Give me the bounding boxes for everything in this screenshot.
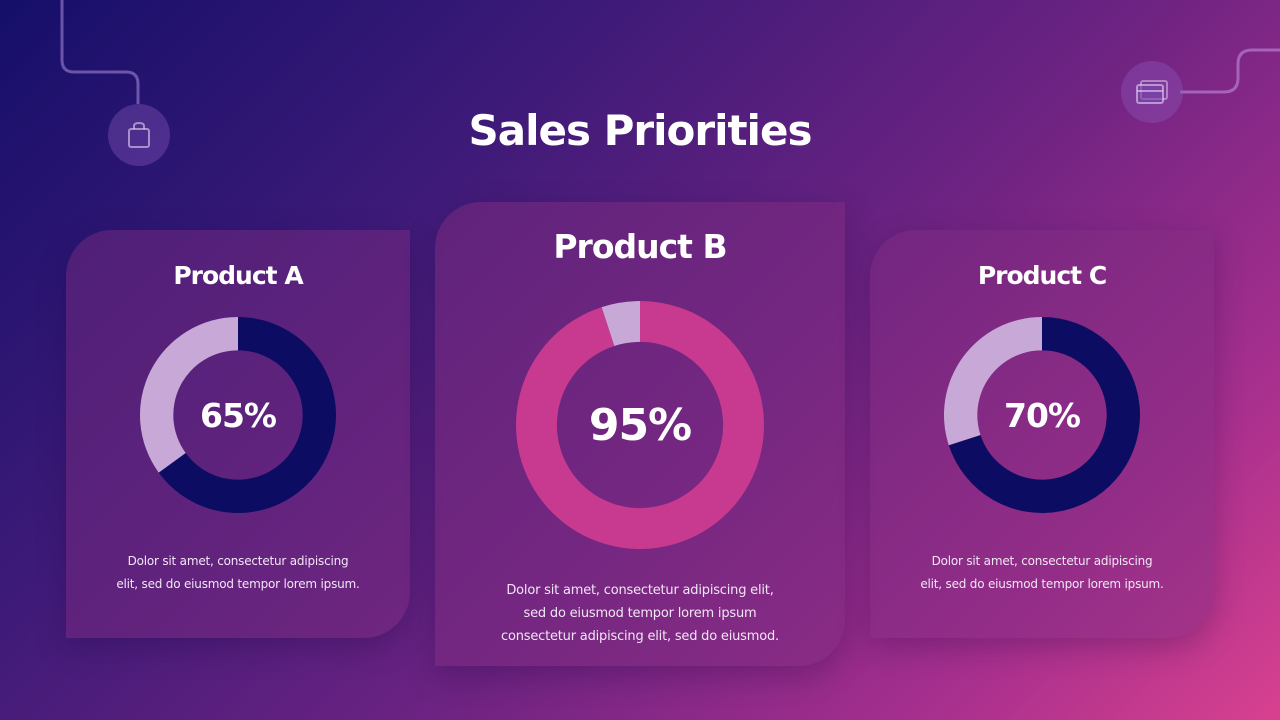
description-line: Dolor sit amet, consectetur adipiscing — [127, 554, 349, 568]
description-line: consectetur adipiscing elit, sed do eius… — [501, 629, 779, 644]
product-c-donut: 70% — [943, 316, 1141, 514]
product-c-description: Dolor sit amet, consectetur adipiscing e… — [890, 550, 1194, 596]
product-c-value-slice — [948, 317, 1140, 513]
product-b-remainder-slice — [601, 301, 640, 346]
product-c-title: Product C — [977, 261, 1107, 290]
product-b-donut-chart — [516, 301, 764, 549]
description-line: elit, sed do eiusmod tempor lorem ipsum. — [920, 577, 1164, 591]
page-title: Sales Priorities — [468, 106, 813, 155]
product-b-donut: 95% — [515, 300, 765, 550]
product-a-remainder-slice — [140, 317, 238, 473]
credit-card-icon — [1121, 61, 1183, 123]
product-a-description: Dolor sit amet, consectetur adipiscing e… — [86, 550, 390, 596]
product-a-card: Product A 65% Dolor sit amet, consectetu… — [66, 230, 410, 638]
product-a-title: Product A — [173, 261, 303, 290]
product-b-description: Dolor sit amet, consectetur adipiscing e… — [455, 579, 825, 648]
product-b-percentage: 95% — [588, 399, 692, 451]
product-c-remainder-slice — [944, 317, 1042, 446]
product-b-card: Product B 95% Dolor sit amet, consectetu… — [435, 202, 845, 666]
product-a-value-slice — [158, 317, 336, 513]
product-a-percentage: 65% — [200, 395, 277, 435]
product-c-donut-chart — [944, 317, 1140, 513]
product-a-donut-chart — [140, 317, 336, 513]
description-line: Dolor sit amet, consectetur adipiscing — [931, 554, 1153, 568]
description-line: elit, sed do eiusmod tempor lorem ipsum. — [116, 577, 360, 591]
product-c-card: Product C 70% Dolor sit amet, consectetu… — [870, 230, 1214, 638]
description-line: sed do eiusmod tempor lorem ipsum — [523, 606, 757, 621]
product-b-value-slice — [516, 301, 764, 549]
product-a-donut: 65% — [139, 316, 337, 514]
description-line: Dolor sit amet, consectetur adipiscing e… — [506, 583, 774, 598]
product-b-title: Product B — [553, 227, 727, 266]
product-c-percentage: 70% — [1004, 395, 1081, 435]
shopping-bag-icon — [108, 104, 170, 166]
